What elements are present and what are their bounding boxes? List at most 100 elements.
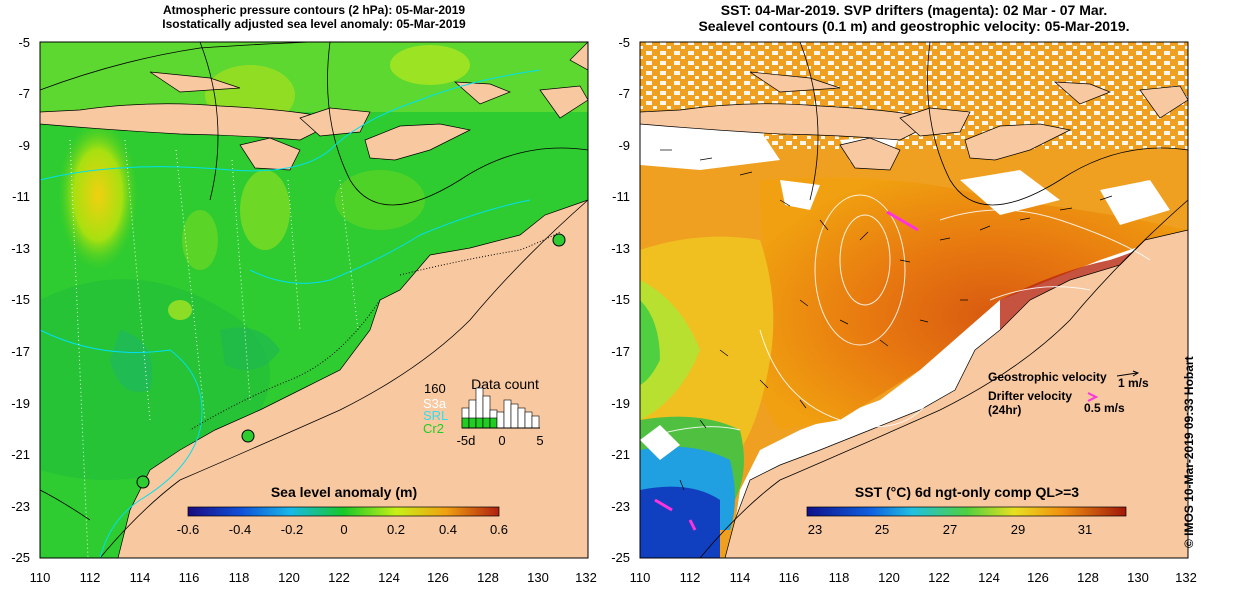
svg-text:132: 132 bbox=[1175, 570, 1197, 585]
sat-label-s3a: S3a bbox=[423, 396, 447, 411]
svg-text:23: 23 bbox=[808, 522, 822, 537]
svg-text:0: 0 bbox=[340, 522, 347, 537]
left-lat-axis: -5 -7 -9 -11 -13 -15 -17 -19 -21 -23 -25 bbox=[11, 35, 30, 565]
svg-text:-0.2: -0.2 bbox=[281, 522, 303, 537]
svg-text:-13: -13 bbox=[11, 241, 30, 256]
altimeter-tracks bbox=[39, 69, 541, 559]
svg-text:-23: -23 bbox=[611, 499, 630, 514]
svg-text:31: 31 bbox=[1078, 522, 1092, 537]
svg-text:116: 116 bbox=[779, 570, 800, 585]
data-count-inset: Data count 160 S3a SRL Cr2 -5d 0 5 bbox=[423, 376, 544, 448]
svg-text:-25: -25 bbox=[11, 550, 30, 565]
svg-text:-0.6: -0.6 bbox=[177, 522, 199, 537]
svg-text:25: 25 bbox=[875, 522, 889, 537]
sla-colorbar-ticks: -0.6 -0.4 -0.2 0 0.2 0.4 0.6 bbox=[177, 522, 508, 537]
geostrophic-scale: 1 m/s bbox=[1118, 376, 1149, 390]
svg-text:0.2: 0.2 bbox=[387, 522, 405, 537]
inset-tick-0: 0 bbox=[498, 433, 505, 448]
svg-text:-25: -25 bbox=[611, 550, 630, 565]
right-lon-axis: 110 112 114 116 118 120 122 124 126 128 … bbox=[630, 570, 1197, 585]
sea-level-contours bbox=[639, 194, 1151, 441]
svg-text:132: 132 bbox=[575, 570, 597, 585]
svg-text:116: 116 bbox=[179, 570, 200, 585]
imos-credit: © IMOS 10-Mar-2019 09:33 Hobart bbox=[1182, 356, 1196, 548]
svg-text:-23: -23 bbox=[11, 499, 30, 514]
svg-text:112: 112 bbox=[680, 570, 701, 585]
svg-text:110: 110 bbox=[30, 570, 51, 585]
svg-text:124: 124 bbox=[378, 570, 400, 585]
svg-text:118: 118 bbox=[829, 570, 850, 585]
inset-tick-neg5: -5d bbox=[457, 433, 476, 448]
svg-text:-17: -17 bbox=[11, 344, 30, 359]
sat-label-cr2: Cr2 bbox=[423, 421, 444, 436]
svg-text:120: 120 bbox=[878, 570, 900, 585]
drifter-scale: 0.5 m/s bbox=[1084, 401, 1125, 415]
svg-text:-7: -7 bbox=[18, 86, 30, 101]
geostrophic-label: Geostrophic velocity bbox=[988, 370, 1107, 384]
svg-text:-11: -11 bbox=[12, 189, 30, 204]
svg-text:-0.4: -0.4 bbox=[229, 522, 251, 537]
geostrophic-scale-arrow bbox=[1116, 372, 1138, 377]
svg-text:-19: -19 bbox=[11, 396, 30, 411]
svg-text:-9: -9 bbox=[618, 138, 630, 153]
svg-text:114: 114 bbox=[730, 570, 751, 585]
right-map: Geostrophic velocity 1 m/s Drifter veloc… bbox=[639, 41, 1189, 559]
svg-text:-17: -17 bbox=[611, 344, 630, 359]
svg-text:-5: -5 bbox=[18, 35, 30, 50]
svg-text:114: 114 bbox=[130, 570, 151, 585]
svg-text:126: 126 bbox=[427, 570, 449, 585]
svg-text:130: 130 bbox=[1127, 570, 1149, 585]
svg-text:0.4: 0.4 bbox=[439, 522, 457, 537]
svg-text:130: 130 bbox=[527, 570, 549, 585]
right-map-subtitle: Sealevel contours (0.1 m) and geostrophi… bbox=[698, 18, 1130, 34]
svg-text:118: 118 bbox=[229, 570, 250, 585]
sst-colorbar bbox=[806, 506, 1127, 517]
svg-text:-15: -15 bbox=[611, 292, 630, 307]
left-map: Sea level anomaly (m) -0.6 -0.4 -0.2 0 0… bbox=[39, 41, 589, 559]
left-map-title: Atmospheric pressure contours (2 hPa): 0… bbox=[162, 3, 466, 17]
land bbox=[639, 71, 1189, 559]
sst-colorbar-label: SST (°C) 6d ngt-only comp QL>=3 bbox=[855, 484, 1079, 500]
sst-colorbar-ticks: 23 25 27 29 31 bbox=[808, 522, 1092, 537]
svg-text:-21: -21 bbox=[611, 447, 630, 462]
svg-text:-13: -13 bbox=[611, 241, 630, 256]
svg-text:128: 128 bbox=[477, 570, 499, 585]
geostrophic-velocity-arrows bbox=[660, 149, 1113, 491]
tide-gauge-stations bbox=[136, 233, 566, 489]
svg-text:-11: -11 bbox=[612, 189, 630, 204]
svg-text:-5: -5 bbox=[618, 35, 630, 50]
svg-text:126: 126 bbox=[1027, 570, 1049, 585]
velocity-legend: Geostrophic velocity 1 m/s Drifter veloc… bbox=[988, 370, 1149, 417]
right-map-title: SST: 04-Mar-2019. SVP drifters (magenta)… bbox=[720, 2, 1108, 18]
pressure-contours bbox=[39, 41, 589, 559]
svg-text:29: 29 bbox=[1011, 522, 1025, 537]
left-lon-axis: 110 112 114 116 118 120 122 124 126 128 … bbox=[30, 570, 597, 585]
svg-text:128: 128 bbox=[1077, 570, 1099, 585]
data-count-max: 160 bbox=[424, 381, 446, 396]
drifter-scale-arrow bbox=[1087, 392, 1099, 402]
svg-text:-19: -19 bbox=[611, 396, 630, 411]
svg-text:-21: -21 bbox=[11, 447, 30, 462]
svg-text:124: 124 bbox=[978, 570, 1000, 585]
drifter-label: Drifter velocity bbox=[988, 389, 1072, 403]
svg-text:112: 112 bbox=[80, 570, 101, 585]
sea-level-high-anomaly bbox=[58, 120, 138, 270]
right-lat-axis: -5 -7 -9 -11 -13 -15 -17 -19 -21 -23 -25 bbox=[611, 35, 630, 565]
svg-text:-15: -15 bbox=[11, 292, 30, 307]
sla-colorbar-label: Sea level anomaly (m) bbox=[271, 484, 417, 500]
satellite-ground-tracks bbox=[69, 139, 359, 559]
inset-tick-5: 5 bbox=[536, 433, 543, 448]
left-map-subtitle: Isostatically adjusted sea level anomaly… bbox=[162, 17, 466, 31]
data-count-title: Data count bbox=[471, 376, 539, 392]
svg-text:122: 122 bbox=[328, 570, 350, 585]
sat-label-srl: SRL bbox=[423, 408, 448, 423]
svp-drifter-tracks bbox=[654, 210, 919, 531]
drifter-label-24hr: (24hr) bbox=[988, 403, 1021, 417]
sla-colorbar bbox=[187, 506, 500, 517]
svg-text:-9: -9 bbox=[18, 138, 30, 153]
svg-text:120: 120 bbox=[278, 570, 300, 585]
svg-text:0.6: 0.6 bbox=[490, 522, 508, 537]
svg-text:27: 27 bbox=[943, 522, 957, 537]
svg-text:110: 110 bbox=[630, 570, 651, 585]
